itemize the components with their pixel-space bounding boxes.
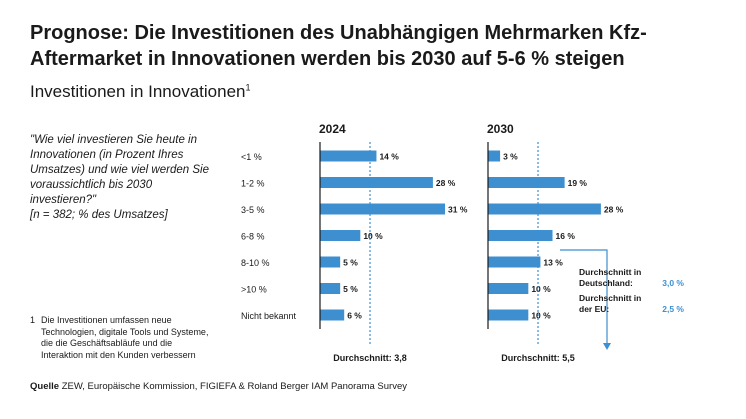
subtitle-footnote-mark: 1 bbox=[245, 82, 251, 93]
bar bbox=[488, 283, 529, 294]
callout-value: 3,0 % bbox=[662, 278, 684, 288]
callout-label: Durchschnitt in bbox=[579, 267, 641, 277]
value-label: 16 % bbox=[556, 231, 576, 241]
footnote-text: Die Investitionen umfassen neue Technolo… bbox=[41, 315, 209, 360]
value-label: 28 % bbox=[604, 205, 624, 215]
bar bbox=[488, 203, 601, 215]
value-label: 10 % bbox=[531, 311, 551, 321]
sample-size: [n = 382; % des Umsatzes] bbox=[30, 209, 168, 221]
value-label: 10 % bbox=[363, 231, 383, 241]
average-label: Durchschnitt: 3,8 bbox=[333, 353, 407, 363]
bar bbox=[320, 309, 345, 321]
series-header: 2024 bbox=[319, 122, 346, 136]
value-label: 5 % bbox=[343, 284, 358, 294]
category-label: Nicht bekannt bbox=[241, 311, 297, 321]
value-label: 28 % bbox=[436, 178, 456, 188]
value-label: 19 % bbox=[568, 178, 588, 188]
average-label: Durchschnitt: 5,5 bbox=[501, 353, 575, 363]
category-label: 1-2 % bbox=[241, 179, 265, 189]
value-label: 13 % bbox=[543, 258, 563, 268]
value-label: 14 % bbox=[379, 152, 399, 162]
category-label: <1 % bbox=[241, 152, 262, 162]
category-label: 8-10 % bbox=[241, 258, 270, 268]
category-label: 6-8 % bbox=[241, 232, 265, 242]
footnote-number: 1 bbox=[30, 315, 36, 325]
bar bbox=[488, 150, 501, 162]
bar bbox=[488, 309, 529, 321]
bar bbox=[488, 177, 565, 188]
bar bbox=[320, 203, 445, 215]
source-text: ZEW, Europäische Kommission, FIGIEFA & R… bbox=[61, 381, 407, 392]
bar bbox=[320, 150, 377, 162]
value-label: 31 % bbox=[448, 205, 468, 215]
chart-subtitle: Investitionen in Innovationen1 bbox=[30, 82, 251, 102]
bar bbox=[320, 283, 341, 294]
value-label: 5 % bbox=[343, 258, 358, 268]
question-text: "Wie viel investieren Sie heute in Innov… bbox=[30, 134, 209, 206]
value-label: 6 % bbox=[347, 311, 362, 321]
chart-title: Prognose: Die Investitionen des Unabhäng… bbox=[30, 22, 647, 70]
category-label: >10 % bbox=[241, 285, 267, 295]
subtitle-text: Investitionen in Innovationen bbox=[30, 82, 246, 101]
bar bbox=[488, 230, 553, 241]
callout-value: 2,5 % bbox=[662, 304, 684, 314]
source-line: Quelle ZEW, Europäische Kommission, FIGI… bbox=[30, 381, 407, 392]
footnote: 1 Die Investitionen umfassen neue Techno… bbox=[30, 315, 210, 361]
source-label: Quelle bbox=[30, 381, 60, 392]
callout-label: Deutschland: bbox=[579, 278, 633, 288]
category-label: 3-5 % bbox=[241, 205, 265, 215]
bar bbox=[320, 177, 433, 188]
value-label: 3 % bbox=[503, 152, 518, 162]
callout-connector bbox=[560, 249, 608, 344]
series-header: 2030 bbox=[487, 122, 514, 136]
callout-arrow bbox=[603, 343, 611, 350]
callout-label: Durchschnitt in bbox=[579, 293, 641, 303]
callout-label: der EU: bbox=[579, 304, 609, 314]
value-label: 10 % bbox=[531, 284, 551, 294]
survey-question: "Wie viel investieren Sie heute in Innov… bbox=[30, 133, 220, 223]
bar bbox=[488, 256, 541, 268]
bar bbox=[320, 256, 341, 268]
bar bbox=[320, 230, 361, 241]
